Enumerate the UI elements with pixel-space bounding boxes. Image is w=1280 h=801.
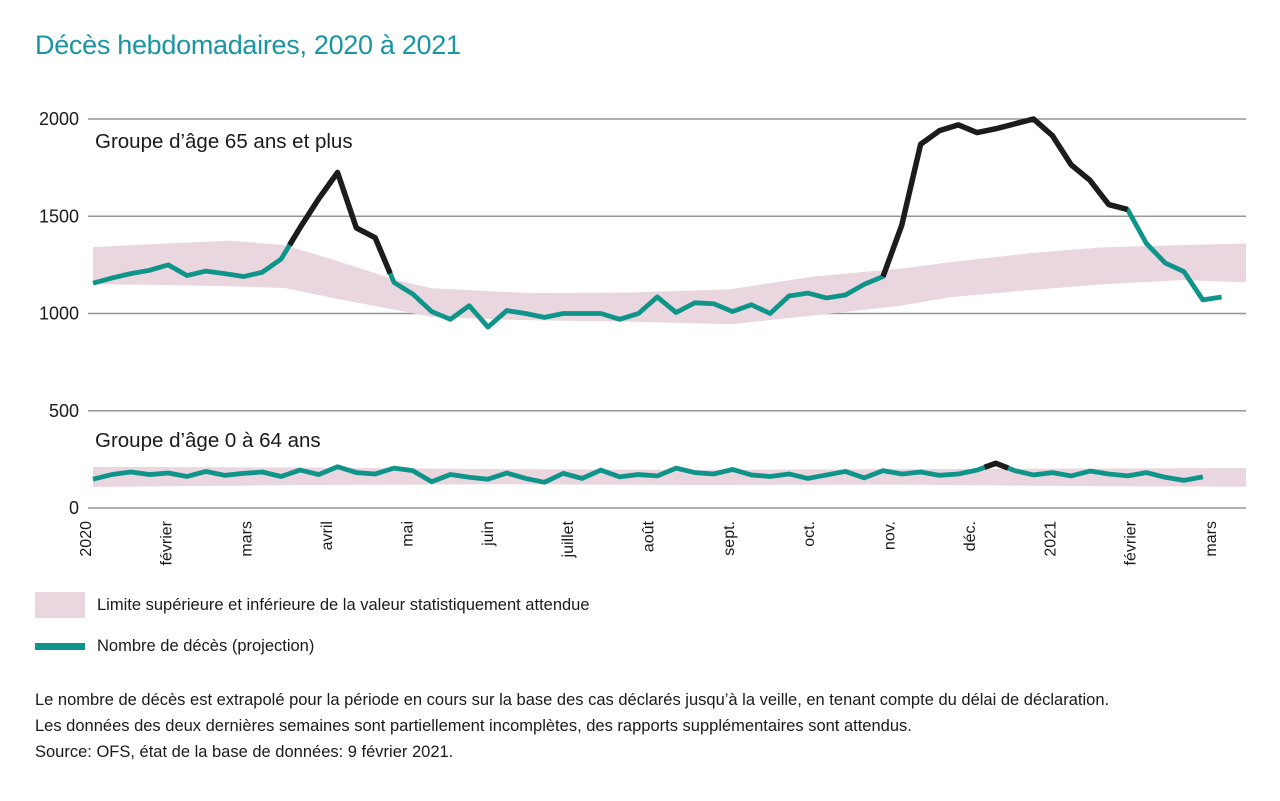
excess-line-0-1 [880, 116, 1129, 278]
footnote-source: Source: OFS, état de la base de données:… [35, 743, 454, 761]
deaths-line-swatch [35, 642, 85, 650]
weekly-deaths-chart: 0 500 1000 1500 2000 2020 février mars avril mai j… [39, 109, 1247, 565]
y-tick-label: 0 [69, 498, 79, 518]
x-tick-label: juillet [560, 520, 577, 558]
x-tick-label: sept. [721, 521, 738, 556]
deaths-line-1 [92, 460, 1204, 485]
group-title-0: Groupe d’âge 65 ans et plus [95, 130, 353, 153]
expected-band-0 [93, 240, 1247, 325]
group-title-1: Groupe d’âge 0 à 64 ans [95, 429, 321, 452]
x-tick-label: août [641, 520, 658, 552]
x-tick-label: 2020 [78, 521, 95, 557]
legend: Limite supérieure et inférieure de la va… [35, 592, 590, 674]
expected-band-swatch [35, 592, 85, 618]
legend-item-expected-band: Limite supérieure et inférieure de la va… [35, 592, 590, 618]
x-tick-label: oct. [801, 521, 818, 547]
y-tick-label: 1000 [39, 304, 79, 324]
legend-band-label: Limite supérieure et inférieure de la va… [97, 595, 590, 614]
page-title: Décès hebdomadaires, 2020 à 2021 [35, 30, 461, 60]
x-tick-label: juin [480, 521, 497, 547]
legend-item-deaths-line: Nombre de décès (projection) [35, 633, 590, 659]
x-tick-label: février [1123, 520, 1140, 565]
x-tick-label: mars [1203, 521, 1220, 557]
x-tick-label: nov. [882, 521, 899, 550]
footnote-extrapolation: Le nombre de décès est extrapolé pour la… [35, 691, 1110, 709]
x-tick-label: 2021 [1042, 521, 1059, 557]
x-tick-label: février [158, 520, 175, 565]
x-tick-label: mai [399, 521, 416, 547]
x-tick-label: déc. [962, 521, 979, 551]
y-tick-label: 500 [49, 401, 79, 421]
x-tick-label: mars [239, 521, 256, 557]
excess-line-1-0 [983, 460, 1010, 471]
footnote-incomplete-data: Les données des deux dernières semaines … [35, 717, 912, 735]
legend-line-label: Nombre de décès (projection) [97, 636, 315, 655]
y-tick-label: 1500 [39, 206, 79, 226]
x-tick-label: avril [319, 521, 336, 550]
y-tick-label: 2000 [39, 109, 79, 129]
excess-line-0-0 [287, 169, 393, 275]
footnotes: Le nombre de décès est extrapolé pour la… [35, 687, 1109, 765]
